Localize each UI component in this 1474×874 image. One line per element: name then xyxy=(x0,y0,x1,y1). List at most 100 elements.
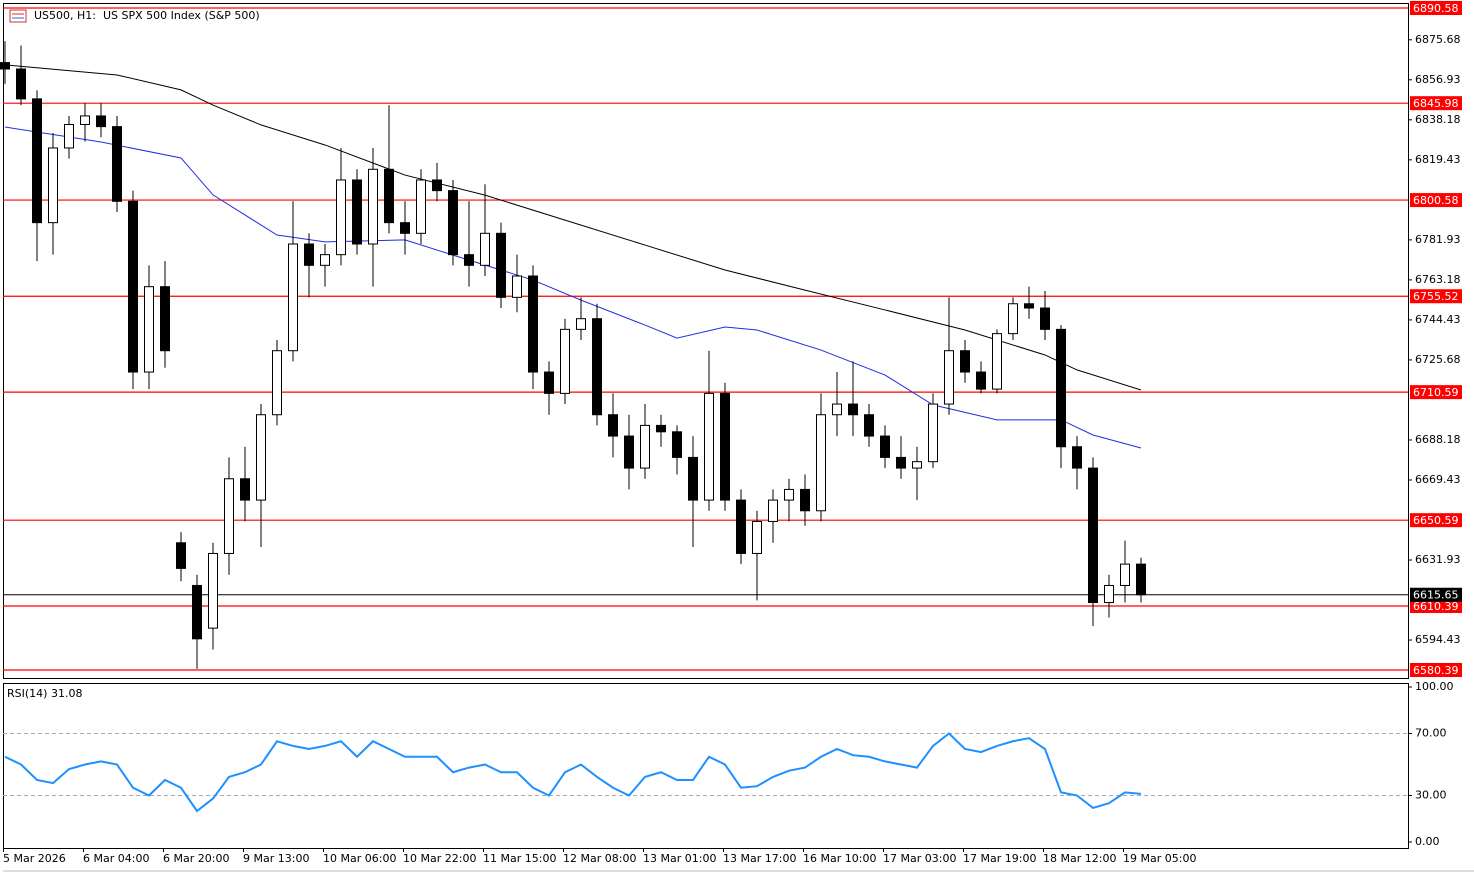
candle-body xyxy=(1120,563,1130,586)
candle-body xyxy=(128,200,138,373)
x-tick-label: 18 Mar 12:00 xyxy=(1043,852,1116,865)
candle-body xyxy=(400,222,410,234)
candle-body xyxy=(32,98,42,224)
level-label: 6610.39 xyxy=(1413,600,1459,613)
candle-body xyxy=(608,414,618,437)
candle-body xyxy=(288,243,298,352)
x-tick-label: 17 Mar 03:00 xyxy=(883,852,956,865)
candle-body xyxy=(1072,446,1082,469)
last-price-label: 6615.65 xyxy=(1413,589,1459,602)
candle-body xyxy=(688,456,698,501)
candle-body xyxy=(576,318,586,330)
candle-body xyxy=(144,286,154,373)
x-tick-label: 16 Mar 10:00 xyxy=(803,852,876,865)
candle-body xyxy=(256,414,266,501)
candle-body xyxy=(832,403,842,416)
candle-body xyxy=(592,318,602,416)
level-label: 6710.59 xyxy=(1413,386,1459,399)
candle-body xyxy=(656,424,666,433)
level-tag xyxy=(1410,385,1462,400)
candle-body xyxy=(496,232,506,298)
candle-body xyxy=(880,435,890,458)
candle-body xyxy=(1088,467,1098,604)
last-price-tag xyxy=(1410,587,1462,602)
candle-body xyxy=(512,275,522,298)
symbol-icon xyxy=(9,9,27,23)
level-label: 6800.58 xyxy=(1413,194,1459,207)
candle-body xyxy=(16,68,26,100)
candle-body xyxy=(464,254,474,266)
candle-body xyxy=(1056,328,1066,448)
level-label: 6755.52 xyxy=(1413,290,1459,303)
x-tick-label: 5 Mar 2026 xyxy=(3,852,66,865)
x-tick-label: 19 Mar 05:00 xyxy=(1123,852,1196,865)
y-tick-label: 6819.43 xyxy=(1415,153,1461,166)
candle-body xyxy=(368,168,378,245)
candle-body xyxy=(1008,303,1018,335)
x-tick-label: 13 Mar 17:00 xyxy=(723,852,796,865)
y-tick-label: 100.00 xyxy=(1415,680,1454,693)
x-tick-label: 10 Mar 22:00 xyxy=(403,852,476,865)
level-label: 6845.98 xyxy=(1413,97,1459,110)
candle-body xyxy=(384,168,394,224)
candle-body xyxy=(944,350,954,405)
candle-body xyxy=(784,488,794,501)
candle-body xyxy=(224,478,234,554)
candle-body xyxy=(752,520,762,554)
y-tick-label: 30.00 xyxy=(1415,789,1447,802)
level-tag xyxy=(1410,193,1462,208)
chart-title: US500, H1: US SPX 500 Index (S&P 500) xyxy=(34,9,260,22)
candle-body xyxy=(96,115,106,128)
rsi-title: RSI(14) 31.08 xyxy=(7,687,82,700)
candle-body xyxy=(1136,563,1146,596)
level-tag xyxy=(1410,0,1462,15)
y-tick-label: 6838.18 xyxy=(1415,113,1461,126)
y-tick-label: 70.00 xyxy=(1415,727,1447,740)
y-tick-label: 6781.93 xyxy=(1415,233,1461,246)
candle-body xyxy=(0,62,10,70)
x-tick-label: 10 Mar 06:00 xyxy=(323,852,396,865)
candle-body xyxy=(1104,584,1114,604)
candle-body xyxy=(208,552,218,629)
candle-body xyxy=(960,350,970,373)
candle-body xyxy=(800,488,810,512)
candle-body xyxy=(336,179,346,256)
candle-body xyxy=(976,371,986,390)
x-tick-label: 6 Mar 04:00 xyxy=(83,852,149,865)
candle-body xyxy=(352,179,362,245)
candle-body xyxy=(896,456,906,469)
y-tick-label: 6594.43 xyxy=(1415,633,1461,646)
candle-body xyxy=(736,499,746,554)
y-tick-label: 6763.18 xyxy=(1415,273,1461,286)
y-tick-label: 0.00 xyxy=(1415,835,1440,848)
moving-average xyxy=(4,64,1142,391)
candle-body xyxy=(816,414,826,512)
candle-body xyxy=(64,123,74,149)
y-tick-label: 6744.43 xyxy=(1415,313,1461,326)
level-label: 6890.58 xyxy=(1413,2,1459,15)
y-tick-label: 6856.93 xyxy=(1415,73,1461,86)
x-tick-label: 6 Mar 20:00 xyxy=(163,852,229,865)
y-tick-label: 6725.68 xyxy=(1415,353,1461,366)
y-tick-label: 6631.93 xyxy=(1415,553,1461,566)
candle-body xyxy=(416,179,426,234)
candle-body xyxy=(48,147,58,224)
candle-body xyxy=(720,392,730,501)
candle-body xyxy=(80,115,90,125)
price-pane xyxy=(3,3,1409,679)
candle-body xyxy=(112,126,122,202)
rsi-line xyxy=(4,732,1142,813)
candle-body xyxy=(912,461,922,469)
candle-body xyxy=(160,286,170,352)
y-tick-label: 6688.18 xyxy=(1415,433,1461,446)
candle-body xyxy=(704,392,714,501)
candle-body xyxy=(320,254,330,266)
x-tick-label: 17 Mar 19:00 xyxy=(963,852,1036,865)
x-tick-label: 9 Mar 13:00 xyxy=(243,852,309,865)
candle-body xyxy=(928,403,938,463)
moving-average xyxy=(4,126,1142,449)
x-tick-label: 13 Mar 01:00 xyxy=(643,852,716,865)
candle-body xyxy=(544,371,554,394)
level-tag xyxy=(1410,96,1462,111)
